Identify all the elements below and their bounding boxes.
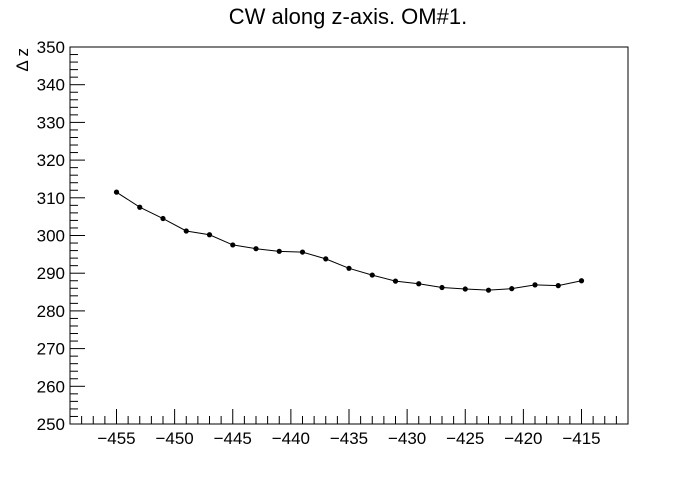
series-line	[117, 192, 582, 290]
y-tick-label: 270	[37, 340, 65, 359]
data-point	[509, 286, 514, 291]
data-point	[277, 249, 282, 254]
series-layer	[114, 190, 584, 293]
y-tick-label: 260	[37, 377, 65, 396]
data-point	[346, 266, 351, 271]
x-axis-ticks	[70, 409, 628, 424]
data-point	[207, 232, 212, 237]
y-tick-label: 250	[37, 415, 65, 434]
data-point	[486, 288, 491, 293]
data-point	[370, 272, 375, 277]
y-tick-label: 320	[37, 151, 65, 170]
x-axis-tick-labels: −455 −450 −445 −440 −435 −430 −425 −420 −415	[97, 429, 600, 448]
plot-frame	[70, 47, 628, 424]
data-point	[184, 228, 189, 233]
x-tick-label: −450	[155, 429, 193, 448]
y-tick-label: 300	[37, 227, 65, 246]
data-point	[323, 256, 328, 261]
y-axis-title: Δ z	[13, 48, 32, 72]
chart-title: CW along z-axis. OM#1.	[229, 4, 467, 29]
y-axis-ticks	[70, 47, 85, 424]
y-tick-label: 350	[37, 38, 65, 57]
y-tick-label: 330	[37, 113, 65, 132]
y-axis-tick-labels: 250 260 270 280 290 300 310 320 330 340 350	[37, 38, 65, 434]
y-tick-label: 310	[37, 189, 65, 208]
data-point	[300, 249, 305, 254]
data-point	[532, 282, 537, 287]
x-tick-label: −445	[214, 429, 252, 448]
data-point	[463, 286, 468, 291]
data-point	[137, 205, 142, 210]
x-tick-label: −435	[330, 429, 368, 448]
data-point	[439, 285, 444, 290]
data-point	[416, 281, 421, 286]
x-tick-label: −425	[446, 429, 484, 448]
y-tick-label: 280	[37, 302, 65, 321]
x-tick-label: −430	[388, 429, 426, 448]
data-point	[230, 242, 235, 247]
data-point	[393, 279, 398, 284]
data-point	[160, 216, 165, 221]
y-tick-label: 340	[37, 76, 65, 95]
x-tick-label: −455	[97, 429, 135, 448]
x-tick-label: −420	[504, 429, 542, 448]
x-tick-label: −440	[272, 429, 310, 448]
x-tick-label: −415	[562, 429, 600, 448]
y-tick-label: 290	[37, 264, 65, 283]
data-point	[114, 190, 119, 195]
data-point	[253, 246, 258, 251]
data-point	[579, 278, 584, 283]
data-point	[556, 283, 561, 288]
